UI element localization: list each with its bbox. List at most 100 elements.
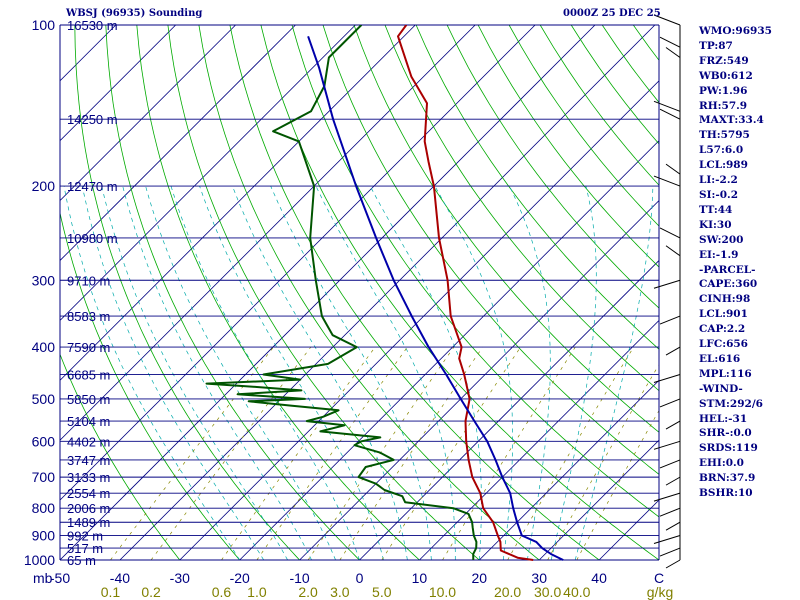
temperature-tick-label: -50 bbox=[50, 570, 70, 586]
height-label: 6685 m bbox=[67, 367, 110, 382]
mixing-ratio-line bbox=[110, 346, 274, 561]
index-item: WMO:96935 bbox=[699, 25, 772, 37]
height-label: 5850 m bbox=[67, 392, 110, 407]
dry-adiabat-line bbox=[198, 25, 540, 561]
isotherm-line bbox=[60, 25, 596, 561]
mixing-ratio-line bbox=[547, 364, 659, 561]
index-item: RH:57.9 bbox=[699, 99, 748, 112]
wind-barb bbox=[653, 14, 681, 26]
temperature-tick-label: 30 bbox=[531, 570, 547, 586]
index-item: EHI:0.0 bbox=[699, 457, 744, 470]
height-label: 9710 m bbox=[67, 273, 110, 288]
wind-barb bbox=[665, 245, 681, 257]
isotherm-line bbox=[179, 80, 659, 561]
pressure-tick-label: 800 bbox=[32, 500, 56, 516]
index-item: LFC:656 bbox=[699, 338, 748, 351]
isotherm-line bbox=[60, 25, 236, 202]
height-label: 7590 m bbox=[67, 340, 110, 355]
moist-adiabat-line bbox=[369, 185, 482, 561]
wind-barb bbox=[665, 346, 681, 356]
sounding-indices: WMO:96935 TP:87 FRZ:549 WB0:612 PW:1.96 RH:57… bbox=[699, 24, 772, 501]
index-item: BRN:37.9 bbox=[699, 472, 756, 485]
wind-barb bbox=[659, 108, 681, 120]
mixing-ratio-tick-label: 10.0 bbox=[429, 584, 456, 600]
isobar-lines bbox=[59, 24, 660, 561]
mixing-ratio-tick-label: 20.0 bbox=[494, 584, 521, 600]
dewpoint-line bbox=[205, 25, 478, 561]
temperature-unit-label: C bbox=[654, 570, 664, 586]
dry-adiabat-line bbox=[291, 25, 659, 518]
isotherm-line bbox=[119, 25, 656, 561]
index-item: WB0:612 bbox=[699, 69, 753, 82]
index-item: PW:1.96 bbox=[699, 84, 748, 97]
index-item: TH:5795 bbox=[699, 129, 750, 142]
dry-adiabat-line bbox=[105, 25, 360, 561]
height-label: 14250 m bbox=[67, 112, 118, 127]
wind-barb bbox=[653, 440, 681, 450]
pressure-tick-label: 1000 bbox=[24, 552, 55, 568]
pressure-tick-label: 500 bbox=[32, 391, 56, 407]
height-label: 4402 m bbox=[67, 434, 110, 449]
mixing-ratio-line bbox=[256, 346, 408, 561]
temperature-tick-label: 0 bbox=[356, 570, 364, 586]
index-item: SI:-0.2 bbox=[699, 188, 738, 201]
temperature-line bbox=[397, 25, 534, 561]
wind-barb bbox=[659, 36, 681, 48]
wind-barb bbox=[665, 559, 681, 569]
height-label: 12470 m bbox=[67, 179, 118, 194]
pressure-tick-label: 400 bbox=[32, 339, 56, 355]
wind-barb bbox=[653, 100, 681, 112]
mixing-ratio-tick-label: 5.0 bbox=[372, 584, 392, 600]
wind-barb bbox=[665, 163, 681, 175]
moist-adiabat-line bbox=[170, 185, 360, 561]
wind-barb bbox=[665, 420, 681, 430]
moist-adiabat-line bbox=[434, 185, 513, 561]
height-label: 16530 m bbox=[67, 18, 118, 33]
wind-barb bbox=[659, 227, 681, 239]
wind-barb bbox=[653, 535, 681, 544]
pressure-tick-label: 600 bbox=[32, 433, 56, 449]
temperature-tick-label: -10 bbox=[289, 570, 309, 586]
wind-profile bbox=[653, 14, 681, 569]
index-item: L57:6.0 bbox=[699, 144, 744, 157]
pressure-tick-label: 200 bbox=[32, 178, 56, 194]
index-item: MPL:116 bbox=[699, 367, 752, 380]
height-label: 517 m bbox=[67, 541, 103, 556]
height-label: 992 m bbox=[67, 529, 103, 544]
dry-adiabat-line bbox=[229, 25, 600, 561]
wind-barb bbox=[659, 315, 681, 325]
index-item: EI:-1.9 bbox=[699, 248, 739, 261]
index-item: CAPE:360 bbox=[699, 278, 758, 291]
index-item: TP:87 bbox=[699, 39, 733, 52]
wind-barb bbox=[659, 507, 681, 517]
height-label: 2554 m bbox=[67, 486, 110, 501]
mixing-ratio-tick-label: 0.1 bbox=[101, 584, 121, 600]
height-label: 3747 m bbox=[67, 453, 110, 468]
pressure-tick-label: 100 bbox=[32, 17, 56, 33]
moist-adiabat-line bbox=[315, 185, 456, 560]
wind-barb bbox=[659, 398, 681, 408]
index-item: SHR-:0.0 bbox=[699, 427, 752, 440]
isotherm-line bbox=[60, 25, 536, 501]
wind-barb bbox=[653, 175, 681, 187]
wind-barb bbox=[659, 547, 681, 557]
height-label: 1489 m bbox=[67, 515, 110, 530]
index-item: SRDS:119 bbox=[699, 442, 758, 455]
isotherm-line bbox=[60, 25, 296, 262]
isotherm-line bbox=[479, 379, 659, 561]
mixing-ratio-line bbox=[576, 409, 659, 561]
isotherm-line bbox=[239, 140, 659, 561]
pressure-tick-label: 900 bbox=[32, 528, 56, 544]
mixing-ratio-tick-label: 30.0 bbox=[534, 584, 561, 600]
sounding-time: 0000Z 25 DEC 25 bbox=[563, 8, 661, 19]
index-item: LI:-2.2 bbox=[699, 174, 738, 187]
isotherm-line bbox=[60, 25, 476, 441]
pressure-tick-label: 700 bbox=[32, 469, 56, 485]
moist-adiabat-line bbox=[232, 185, 408, 561]
index-item: -WIND- bbox=[699, 382, 743, 395]
profile-lines bbox=[205, 25, 564, 561]
wind-barb bbox=[653, 279, 681, 289]
index-item: TT:44 bbox=[699, 203, 733, 216]
